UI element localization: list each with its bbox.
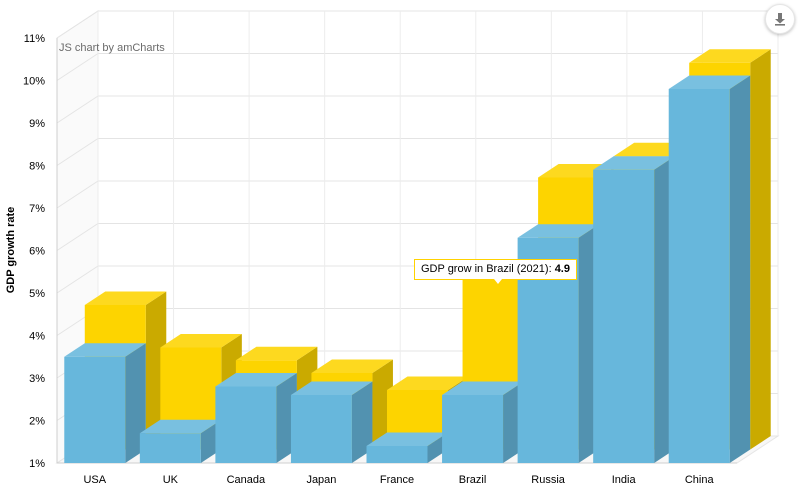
- bar-uk-2020: [139, 433, 201, 463]
- tooltip: GDP grow in Brazil (2021): 4.9: [414, 259, 577, 280]
- bar-china-2020-side: [729, 75, 751, 463]
- bar-brazil-2020-top: [442, 381, 524, 395]
- bar-uk-2020-top: [139, 419, 222, 434]
- y-tick-label: 3%: [29, 373, 45, 385]
- y-tick-label: 6%: [29, 246, 45, 258]
- bar-france-2021-top: [387, 376, 469, 390]
- chart-credit[interactable]: JS chart by amCharts: [59, 42, 165, 54]
- bar-japan-2020: [290, 395, 352, 463]
- x-tick-label: Canada: [227, 474, 266, 486]
- bar-brazil-2020: [442, 395, 504, 463]
- bar-usa-2020: [64, 356, 126, 463]
- bar-canada-2021-top: [235, 346, 318, 361]
- bar-uk-2021-top: [160, 334, 242, 348]
- y-axis-title: GDP growth rate: [5, 207, 17, 294]
- y-tick-label: 1%: [29, 458, 45, 470]
- y-tick-label: 10%: [23, 76, 45, 88]
- y-tick-label: 8%: [29, 161, 45, 173]
- bar-china-2021-side: [750, 49, 771, 450]
- y-tick-label: 7%: [29, 203, 45, 215]
- bar-russia-2020-top: [517, 224, 600, 238]
- bar-canada-2020-top: [215, 373, 297, 387]
- bar-usa-2020-top: [64, 343, 146, 357]
- grid-line-diagonal: [56, 223, 99, 251]
- bar-japan-2021-top: [311, 359, 393, 373]
- x-tick-label: China: [685, 474, 715, 486]
- download-button[interactable]: [765, 4, 795, 34]
- x-tick-label: USA: [83, 474, 106, 486]
- bar-india-2020: [593, 169, 655, 463]
- bar-china-2020: [668, 89, 730, 463]
- bar-france-2020-top: [366, 432, 448, 446]
- x-tick-label: France: [380, 474, 414, 486]
- bar-japan-2020-side: [351, 381, 373, 463]
- grid-line-diagonal: [56, 10, 99, 39]
- y-tick-label: 2%: [29, 416, 45, 428]
- x-tick-label: UK: [163, 474, 179, 486]
- y-tick-label: 4%: [29, 331, 45, 343]
- grid-line-diagonal: [56, 95, 99, 124]
- x-tick-label: Russia: [531, 474, 566, 486]
- y-tick-label: 9%: [29, 118, 45, 130]
- bar-france-2020: [366, 446, 428, 463]
- x-tick-label: India: [612, 474, 637, 486]
- tooltip-text: GDP grow in Brazil (2021):: [421, 263, 555, 275]
- grid-line-diagonal: [56, 180, 99, 209]
- y-tick-label: 11%: [24, 33, 45, 45]
- tooltip-arrow-inner: [494, 279, 502, 284]
- bar-china-2020-top: [668, 75, 751, 89]
- x-tick-label: Japan: [306, 474, 336, 486]
- x-tick-label: Brazil: [459, 474, 487, 486]
- bar-japan-2020-top: [290, 381, 373, 395]
- tooltip-value: 4.9: [554, 263, 570, 275]
- bar-canada-2020: [215, 386, 277, 463]
- bar-china-2021-top: [689, 49, 771, 63]
- y-tick-label: 5%: [29, 288, 45, 300]
- grid-line-diagonal: [56, 265, 99, 294]
- bar-usa-2021-top: [84, 291, 167, 305]
- grid-line-diagonal: [56, 138, 99, 166]
- download-arrow-icon: [775, 13, 785, 26]
- grid-line-diagonal: [56, 53, 99, 81]
- bar-india-2020-top: [593, 156, 675, 170]
